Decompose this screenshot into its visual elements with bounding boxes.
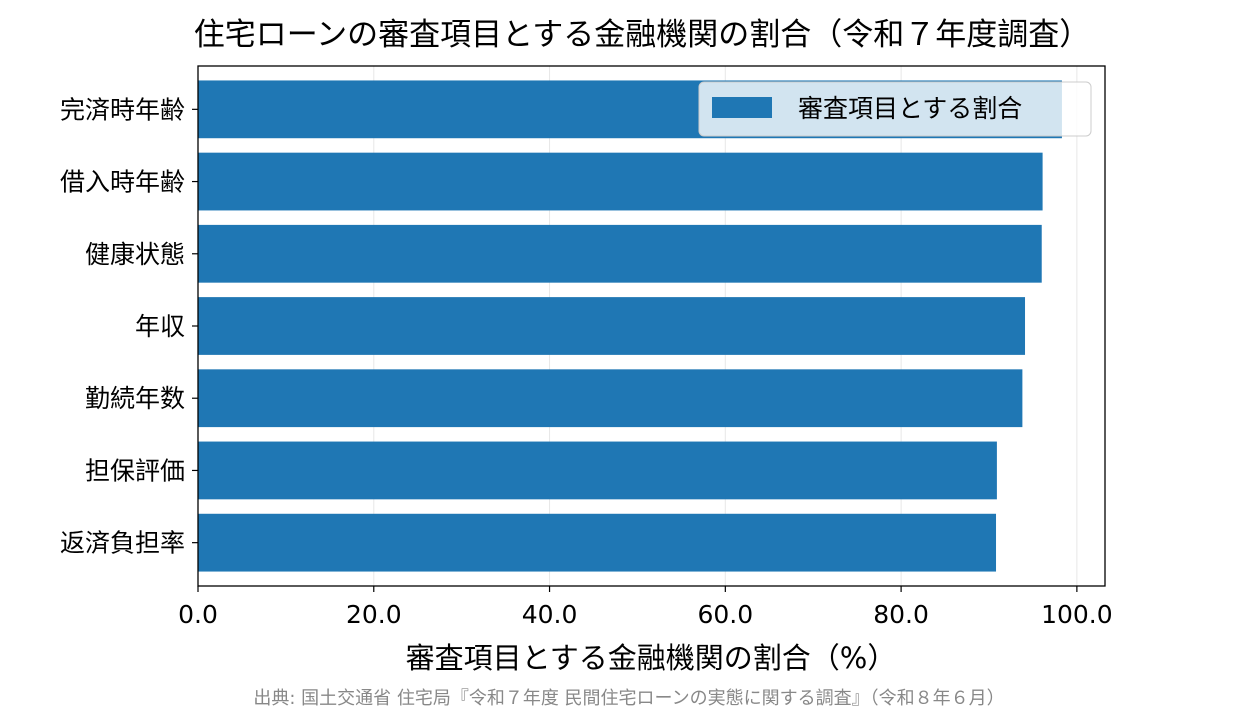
y-tick-label-1: 借入時年齢	[60, 168, 185, 197]
y-tick-label-3: 年収	[135, 312, 185, 341]
bar-series	[198, 80, 1062, 572]
x-axis-label: 審査項目とする金融機関の割合（%）	[406, 641, 897, 675]
chart-title: 住宅ローンの審査項目とする金融機関の割合（令和７年度調査）	[194, 17, 1091, 53]
y-tick-label-2: 健康状態	[85, 240, 185, 269]
x-tick-label-0: 0.0	[178, 600, 218, 629]
bar-6	[198, 513, 997, 572]
x-tick-label-2: 40.0	[522, 600, 578, 629]
x-tick-label-4: 80.0	[873, 600, 929, 629]
bar-5	[198, 441, 997, 500]
legend-label: 審査項目とする割合	[798, 94, 1022, 123]
legend-swatch	[712, 97, 772, 118]
bar-2	[198, 224, 1042, 283]
x-tick-label-3: 60.0	[697, 600, 753, 629]
x-tick-label-1: 20.0	[346, 600, 402, 629]
source-note: 出典: 国土交通省 住宅局『令和７年度 民間住宅ローンの実態に関する調査』（令和…	[253, 688, 1004, 709]
x-tick-label-5: 100.0	[1041, 600, 1113, 629]
bar-3	[198, 297, 1026, 355]
x-axis: 0.0 20.0 40.0 60.0 80.0 100.0	[178, 586, 1113, 629]
bar-1	[198, 152, 1043, 211]
bar-4	[198, 369, 1023, 428]
y-tick-label-5: 担保評価	[85, 456, 185, 485]
legend-box	[698, 81, 1092, 137]
y-tick-label-6: 返済負担率	[60, 529, 185, 558]
y-tick-label-4: 勤続年数	[85, 384, 185, 413]
y-tick-label-0: 完済時年齢	[60, 95, 185, 124]
legend: 審査項目とする割合	[698, 81, 1092, 137]
